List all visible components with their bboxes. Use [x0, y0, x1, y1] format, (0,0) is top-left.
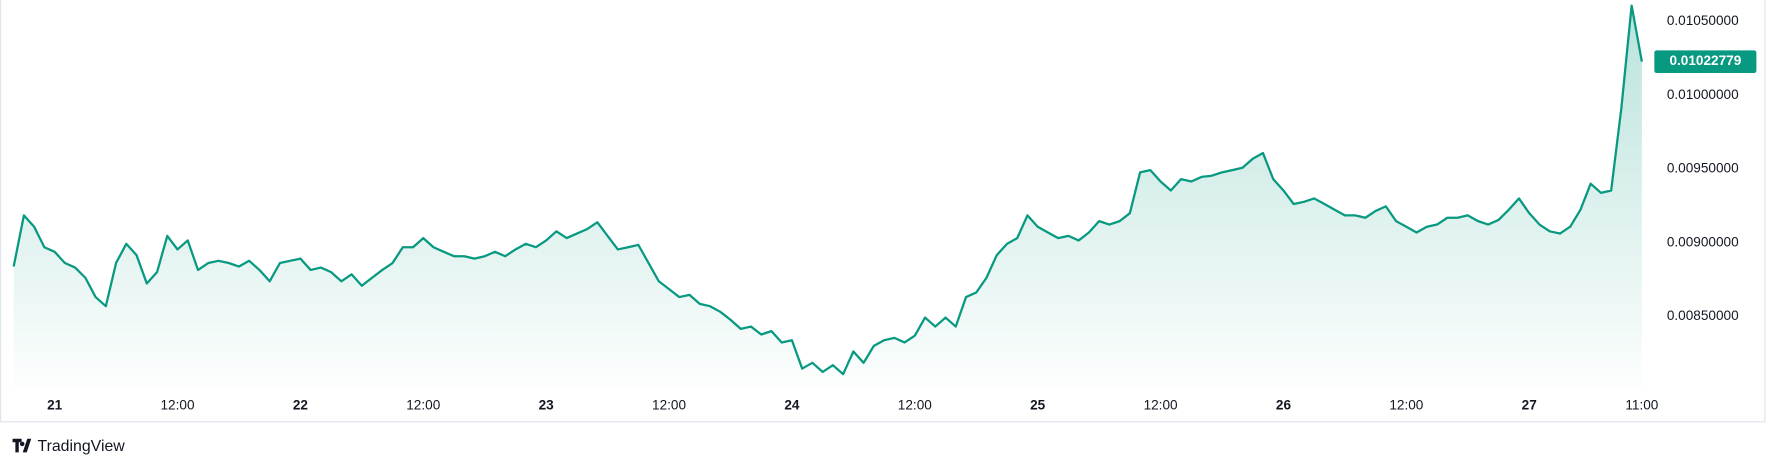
x-tick-label: 12:00 — [898, 398, 932, 413]
x-tick-label: 12:00 — [652, 398, 686, 413]
x-tick-label: 12:00 — [160, 398, 194, 413]
x-tick-label: 26 — [1276, 398, 1292, 413]
last-price-tag — [1654, 50, 1757, 73]
x-tick-label: 24 — [784, 398, 800, 413]
x-tick-label: 23 — [539, 398, 555, 413]
watermark: TradingView — [37, 438, 125, 455]
x-tick-label: 27 — [1522, 398, 1537, 413]
logo — [12, 438, 32, 453]
x-tick-label: 12:00 — [406, 398, 440, 413]
x-tick-label: 21 — [47, 398, 63, 413]
y-tick-label: 0.01050000 — [1667, 13, 1739, 28]
x-tick-label: 12:00 — [1389, 398, 1423, 413]
x-tick-label: 22 — [293, 398, 309, 413]
chart-frame — [0, 0, 1766, 423]
last-price-label: 0.01022779 — [1669, 53, 1741, 68]
y-tick-label: 0.00850000 — [1667, 308, 1739, 323]
x-tick-label: 12:00 — [1144, 398, 1178, 413]
x-tick-label: 11:00 — [1625, 398, 1658, 413]
area-fill — [13, 5, 1642, 389]
y-tick-label: 0.01000000 — [1667, 87, 1739, 102]
x-tick-label: 25 — [1030, 398, 1046, 413]
y-tick-label: 0.00950000 — [1667, 161, 1739, 176]
y-tick-label: 0.00900000 — [1667, 234, 1739, 249]
price-line — [12, 4, 1643, 376]
